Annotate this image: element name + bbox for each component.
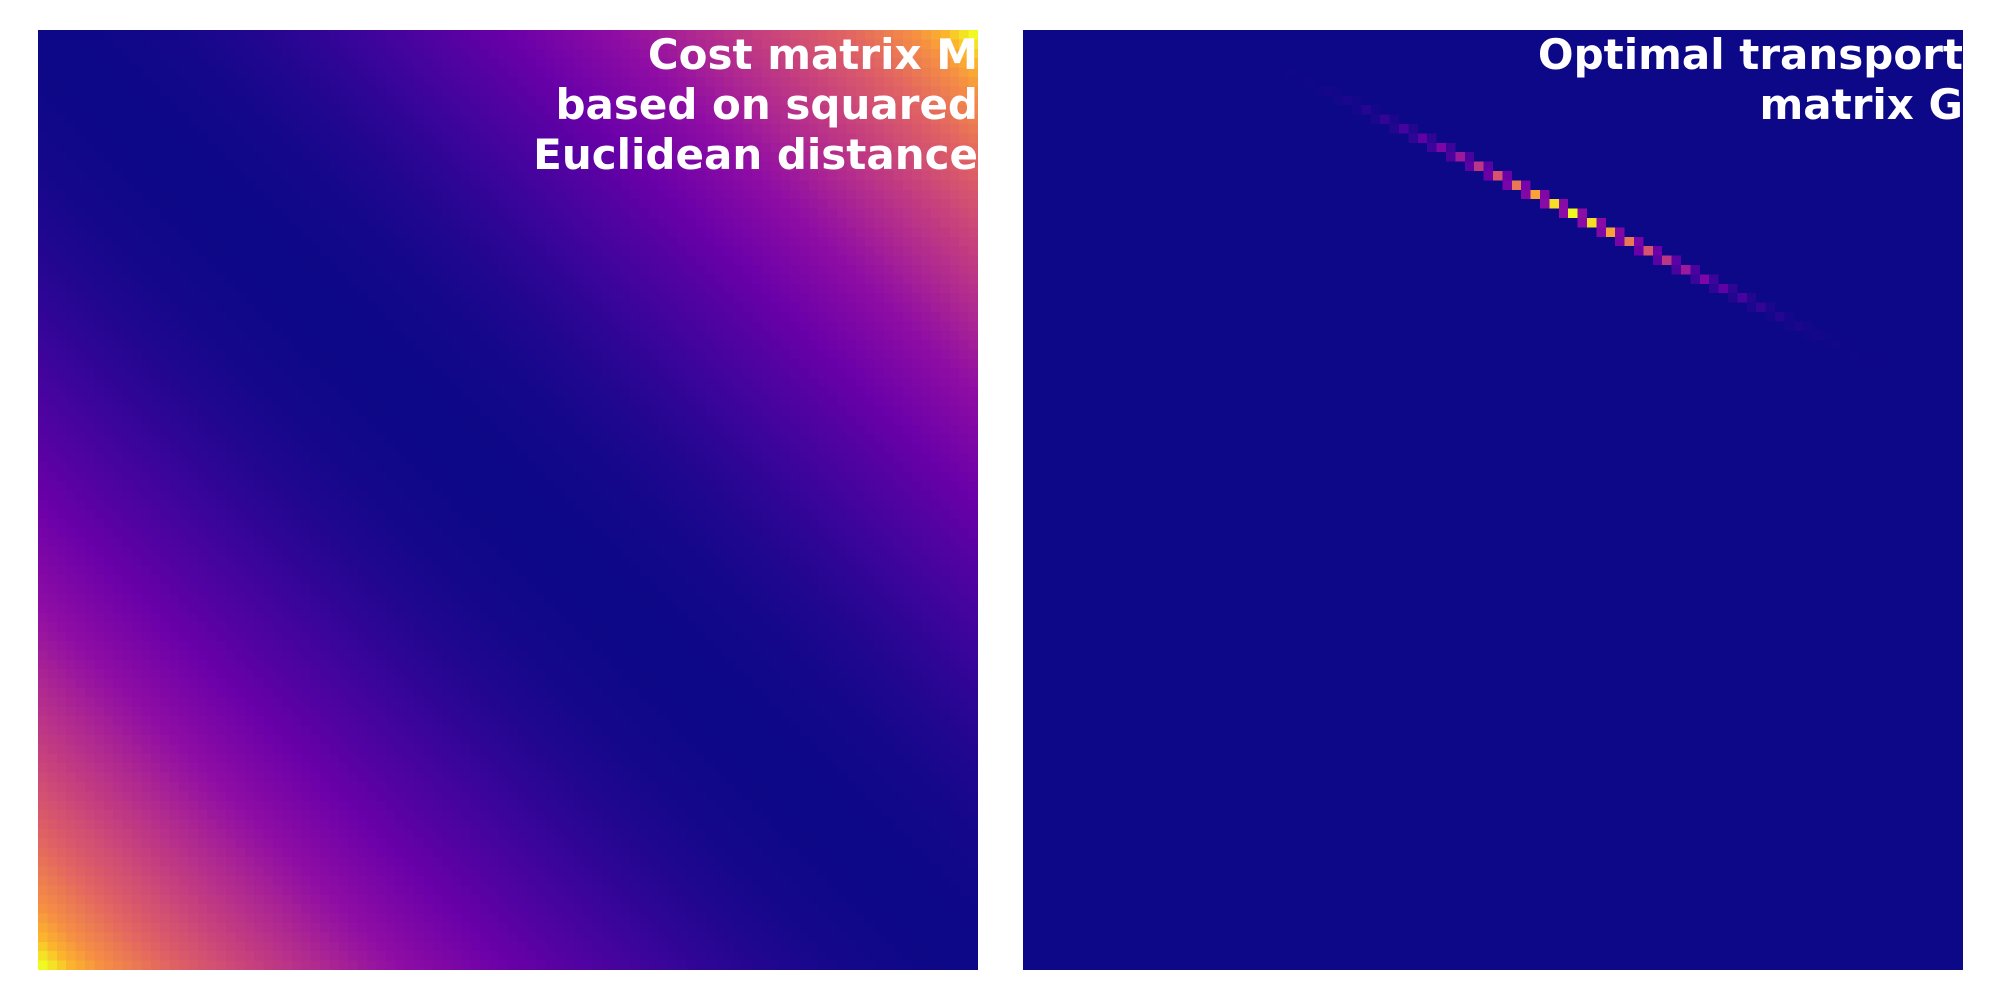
transport-matrix-canvas (1023, 30, 1963, 970)
cost-matrix-heatmap: Cost matrix M based on squared Euclidean… (38, 30, 978, 970)
transport-matrix-title-line-1: Optimal transport (1537, 30, 1963, 79)
cost-matrix-title-line-2: based on squared (555, 80, 978, 129)
transport-matrix-heatmap: Optimal transport matrix G (1023, 30, 1963, 970)
cost-matrix-title: Cost matrix M based on squared Euclidean… (533, 30, 978, 180)
cost-matrix-title-line-3: Euclidean distance (533, 130, 978, 179)
transport-matrix-title: Optimal transport matrix G (1538, 30, 1963, 130)
transport-matrix-title-line-2: matrix G (1759, 80, 1963, 129)
cost-matrix-canvas (38, 30, 978, 970)
cost-matrix-title-line-1: Cost matrix M (647, 30, 978, 79)
